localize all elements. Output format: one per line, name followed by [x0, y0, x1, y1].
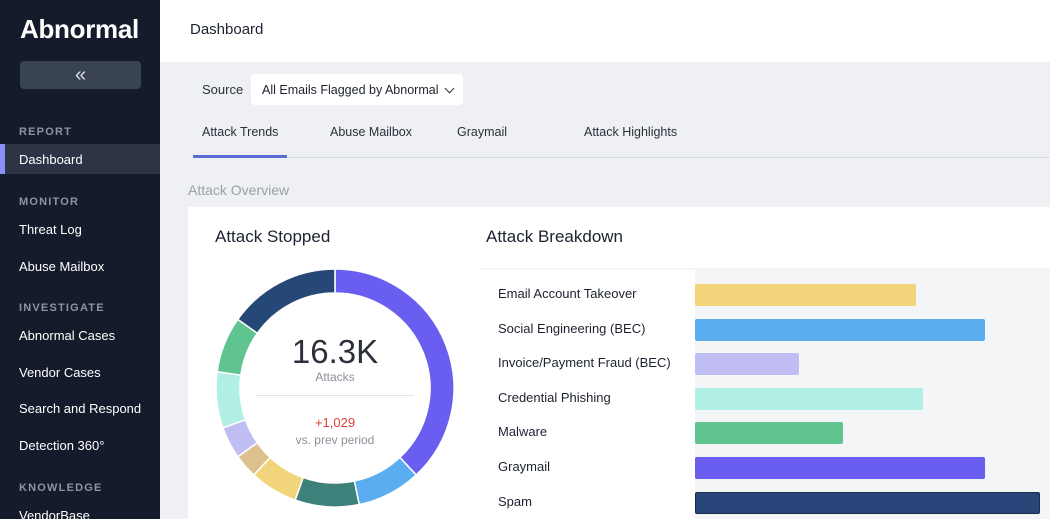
bar-label: Invoice/Payment Fraud (BEC)	[498, 355, 671, 371]
attack-stopped-donut-chart	[215, 268, 455, 508]
tab-abuse-mailbox[interactable]: Abuse Mailbox	[330, 125, 412, 139]
sidebar-item-dashboard[interactable]: Dashboard	[0, 144, 160, 174]
sidebar-item-vendorbase[interactable]: VendorBase	[19, 507, 90, 519]
abnormal-logo[interactable]: Abnormal	[20, 14, 139, 44]
chevron-down-icon	[444, 83, 455, 94]
section-label-report: REPORT	[19, 126, 73, 138]
double-chevron-left-icon: «	[74, 64, 87, 86]
section-label-knowledge: KNOWLEDGE	[19, 482, 103, 494]
sidebar: Abnormal « REPORT Dashboard MONITOR Thre…	[0, 0, 160, 519]
bar-label: Credential Phishing	[498, 389, 611, 405]
sidebar-item-vendor-cases[interactable]: Vendor Cases	[19, 364, 101, 380]
attacks-delta-label: vs. prev period	[295, 433, 375, 447]
tab-attack-trends[interactable]: Attack Trends	[202, 125, 279, 139]
breakdown-bar[interactable]	[695, 422, 843, 445]
bar-label: Graymail	[498, 459, 551, 474]
breakdown-bar[interactable]	[695, 284, 916, 306]
section-label-investigate: INVESTIGATE	[19, 302, 105, 314]
breakdown-bar[interactable]	[695, 457, 985, 479]
top-bar: Dashboard	[160, 0, 1050, 62]
attack-breakdown-title: Attack Breakdown	[486, 227, 624, 246]
breakdown-bar[interactable]	[695, 491, 1040, 514]
section-label-monitor: MONITOR	[19, 196, 80, 208]
sidebar-item-search-and-respond[interactable]: Search and Respond	[19, 400, 142, 416]
breakdown-bar[interactable]	[695, 387, 923, 410]
bar-label: Malware	[498, 424, 548, 440]
sidebar-item-abnormal-cases[interactable]: Abnormal Cases	[19, 327, 116, 343]
attacks-delta: +1,029	[314, 415, 356, 430]
bar-label: Email Account Takeover	[498, 286, 637, 301]
donut-segment[interactable]	[215, 370, 247, 429]
tab-graymail[interactable]: Graymail	[457, 125, 508, 139]
source-dropdown[interactable]: All Emails Flagged by Abnormal	[251, 74, 463, 105]
breakdown-bar[interactable]	[695, 318, 985, 341]
breakdown-labels-panel	[480, 270, 695, 519]
source-label: Source	[202, 82, 244, 97]
donut-segment[interactable]	[353, 456, 418, 506]
attack-stopped-title: Attack Stopped	[215, 227, 331, 246]
bar-label: Social Engineering (BEC)	[498, 320, 646, 336]
active-tab-indicator	[193, 155, 287, 158]
source-dropdown-value: All Emails Flagged by Abnormal	[262, 82, 439, 97]
attacks-total-label: Attacks	[315, 370, 355, 384]
tab-attack-highlights[interactable]: Attack Highlights	[584, 125, 678, 139]
breakdown-bar[interactable]	[695, 353, 799, 376]
page-title: Dashboard	[190, 21, 264, 38]
donut-segment[interactable]	[236, 268, 336, 335]
sidebar-item-abuse-mailbox[interactable]: Abuse Mailbox	[19, 258, 105, 274]
sidebar-item-threat-log[interactable]: Threat Log	[19, 221, 82, 237]
tabs-divider	[193, 157, 1050, 158]
donut-segment[interactable]	[294, 476, 361, 508]
sidebar-item-detection-360[interactable]: Detection 360°	[19, 437, 105, 453]
donut-divider	[256, 395, 414, 396]
bar-label: Spam	[498, 493, 532, 509]
attacks-total: 16.3K	[291, 333, 379, 370]
collapse-sidebar-button[interactable]: «	[20, 61, 141, 89]
attack-overview-title: Attack Overview	[188, 182, 290, 198]
